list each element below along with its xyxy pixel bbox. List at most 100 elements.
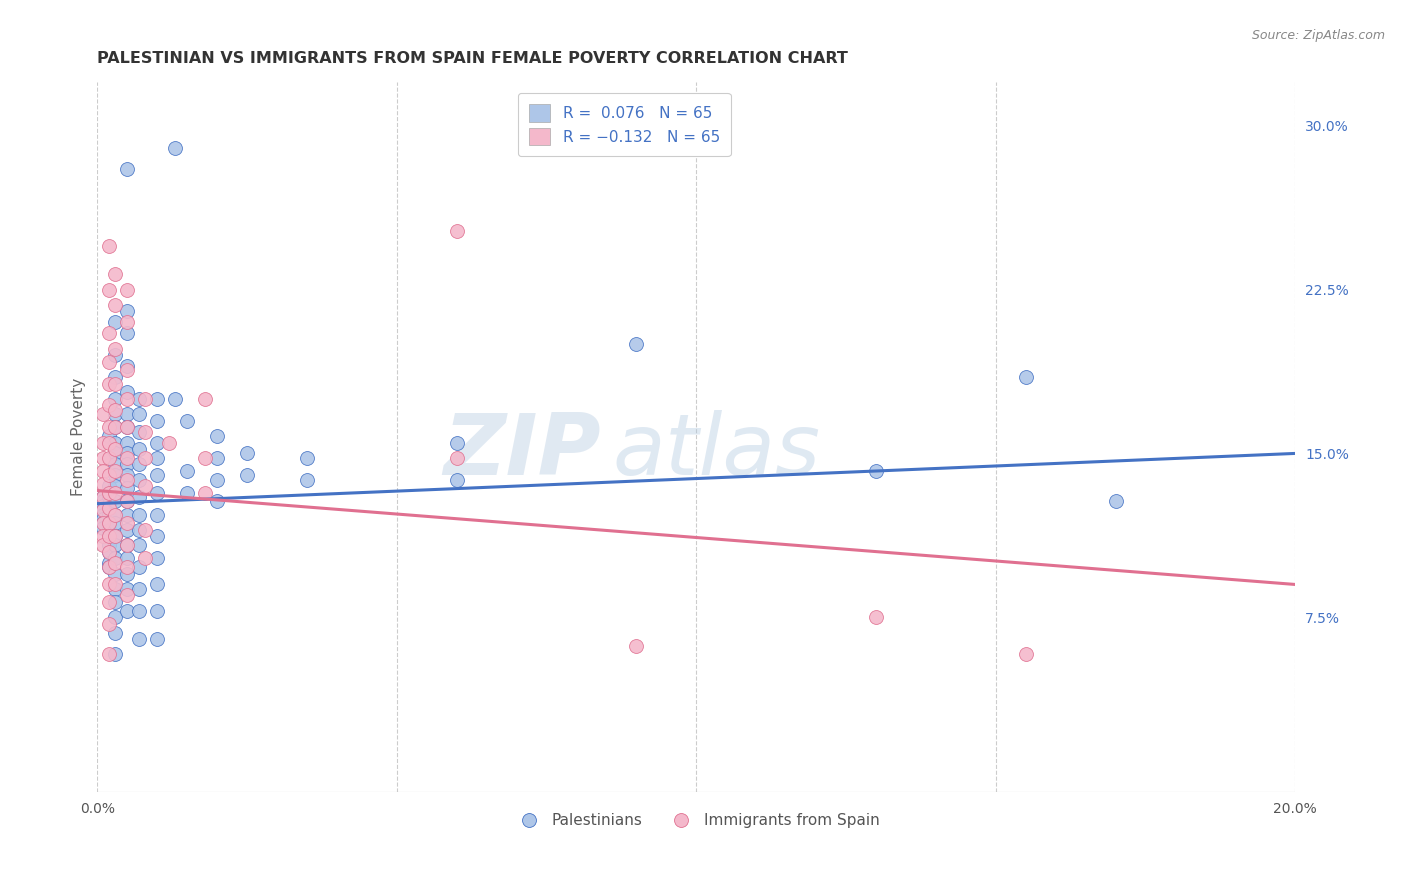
Point: [91, 490, 114, 504]
Point: [91, 516, 114, 531]
Point: [104, 551, 127, 566]
Point: [98, 616, 121, 631]
Point: [98, 577, 121, 591]
Point: [117, 385, 139, 400]
Point: [176, 414, 198, 428]
Point: [104, 348, 127, 362]
Point: [134, 425, 156, 439]
Point: [104, 442, 127, 456]
Point: [146, 551, 169, 566]
Point: [117, 363, 139, 377]
Point: [865, 610, 887, 624]
Point: [91, 512, 114, 526]
Point: [104, 402, 127, 417]
Point: [98, 560, 121, 574]
Point: [194, 392, 217, 406]
Legend: Palestinians, Immigrants from Spain: Palestinians, Immigrants from Spain: [508, 806, 886, 834]
Point: [104, 516, 127, 531]
Point: [91, 450, 114, 465]
Point: [104, 370, 127, 384]
Point: [104, 468, 127, 483]
Point: [128, 490, 150, 504]
Point: [98, 497, 121, 511]
Point: [98, 523, 121, 537]
Point: [117, 407, 139, 421]
Point: [128, 407, 150, 421]
Point: [98, 560, 121, 574]
Point: [146, 604, 169, 618]
Point: [104, 342, 127, 356]
Point: [117, 538, 139, 552]
Point: [104, 556, 127, 570]
Point: [98, 595, 121, 609]
Point: [134, 479, 156, 493]
Point: [98, 556, 121, 570]
Point: [295, 473, 318, 487]
Point: [117, 315, 139, 329]
Point: [117, 566, 139, 581]
Point: [91, 538, 114, 552]
Point: [165, 392, 187, 406]
Point: [104, 315, 127, 329]
Point: [117, 494, 139, 508]
Point: [104, 595, 127, 609]
Point: [146, 450, 169, 465]
Point: [1104, 494, 1126, 508]
Point: [117, 392, 139, 406]
Point: [98, 429, 121, 443]
Point: [117, 420, 139, 434]
Point: [104, 407, 127, 421]
Point: [104, 529, 127, 543]
Point: [117, 508, 139, 522]
Point: [98, 529, 121, 543]
Point: [176, 464, 198, 478]
Point: [117, 481, 139, 495]
Point: [104, 298, 127, 312]
Point: [98, 490, 121, 504]
Point: [117, 468, 139, 483]
Point: [104, 494, 127, 508]
Point: [91, 521, 114, 535]
Point: [104, 648, 127, 662]
Point: [91, 494, 114, 508]
Point: [134, 523, 156, 537]
Point: [98, 468, 121, 483]
Point: [205, 494, 228, 508]
Point: [176, 485, 198, 500]
Point: [128, 473, 150, 487]
Point: [446, 435, 468, 450]
Text: ZIP: ZIP: [443, 409, 600, 492]
Point: [446, 450, 468, 465]
Point: [117, 446, 139, 460]
Point: [98, 529, 121, 543]
Point: [91, 464, 114, 478]
Point: [117, 538, 139, 552]
Point: [117, 435, 139, 450]
Point: [117, 326, 139, 341]
Point: [117, 420, 139, 434]
Point: [104, 485, 127, 500]
Point: [1015, 370, 1038, 384]
Point: [104, 508, 127, 522]
Point: [104, 529, 127, 543]
Point: [117, 283, 139, 297]
Point: [98, 485, 121, 500]
Point: [117, 458, 139, 472]
Point: [98, 508, 121, 522]
Point: [117, 560, 139, 574]
Point: [91, 508, 114, 522]
Point: [146, 577, 169, 591]
Point: [91, 490, 114, 504]
Point: [117, 604, 139, 618]
Point: [98, 516, 121, 531]
Point: [91, 407, 114, 421]
Point: [104, 458, 127, 472]
Point: [104, 566, 127, 581]
Point: [128, 508, 150, 522]
Point: [98, 283, 121, 297]
Point: [104, 268, 127, 282]
Point: [205, 429, 228, 443]
Point: [98, 545, 121, 559]
Point: [104, 610, 127, 624]
Point: [1015, 648, 1038, 662]
